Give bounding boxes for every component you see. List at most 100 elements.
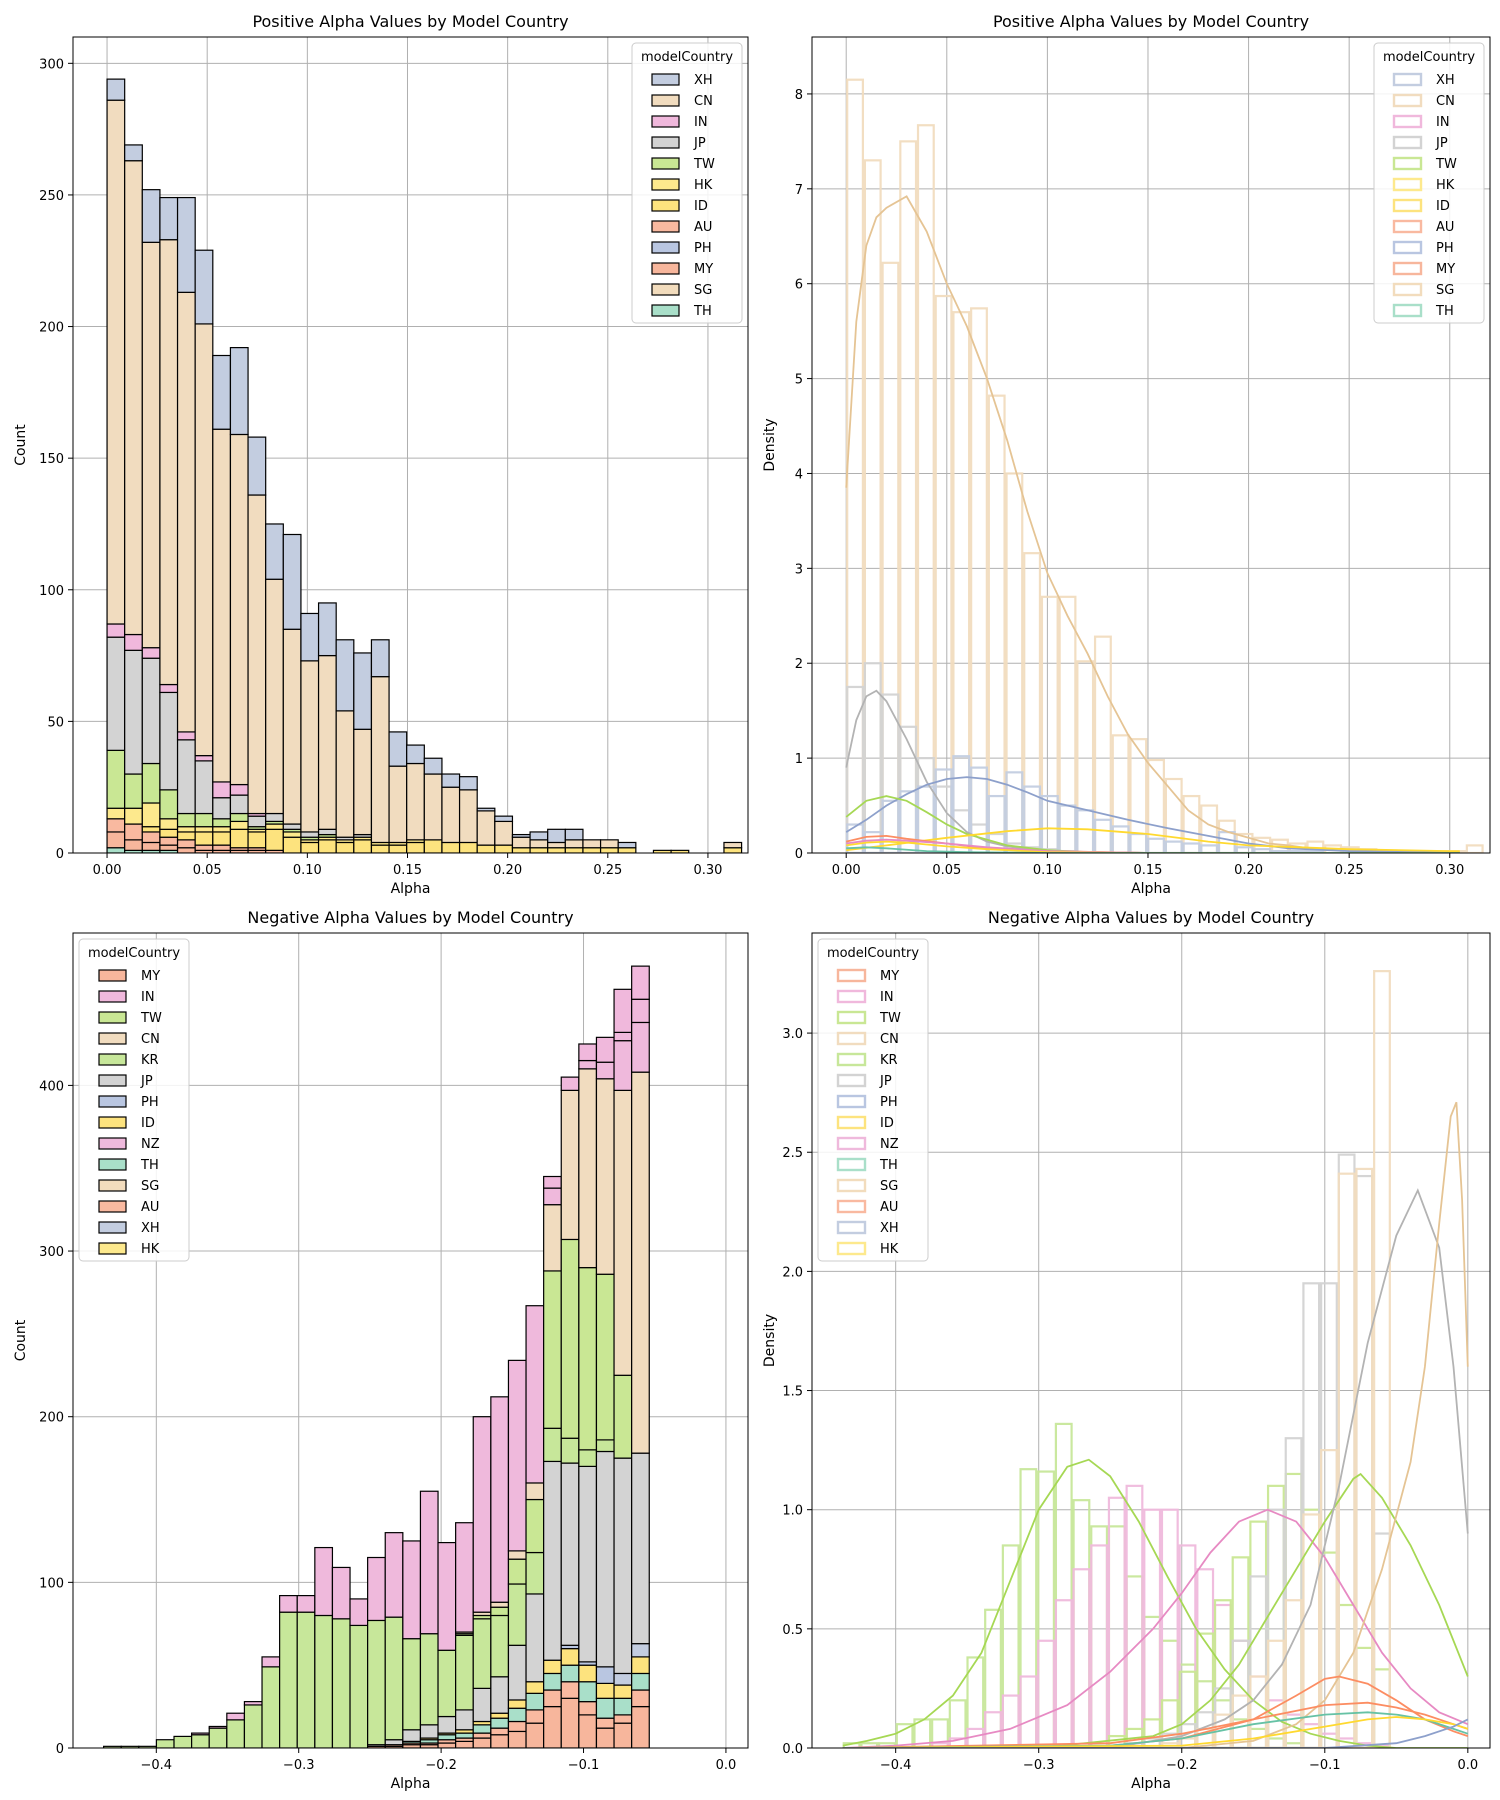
bar-segment-th: [578, 1681, 598, 1703]
legend-swatch-tw: [1392, 156, 1423, 171]
bar-segment-cn: [406, 762, 425, 841]
legend-label-th: TH: [140, 1158, 159, 1173]
bar-segment-in: [141, 647, 161, 659]
density-bar-nz: [1090, 1544, 1109, 1748]
y-tick-label: 3: [795, 562, 803, 577]
chart-title: Positive Alpha Values by Model Country: [252, 12, 568, 31]
bar-segment-nz: [543, 1187, 562, 1206]
legend-label-jp: JP: [693, 136, 706, 151]
legend-label-cn: CN: [880, 1032, 899, 1047]
legend-swatch-hk: [1392, 177, 1423, 192]
bar-segment-th: [613, 1697, 633, 1716]
bar-segment-id: [599, 847, 619, 853]
x-tick-label: 0.30: [1435, 863, 1464, 878]
plot-area: [103, 965, 650, 1748]
bar-segment-cn: [353, 728, 373, 836]
density-bar-cn: [1076, 660, 1095, 853]
bar-segment-nz: [314, 1546, 334, 1617]
density-bar-xh: [970, 766, 988, 853]
bar-segment-in: [124, 633, 143, 651]
bar-segment-my: [472, 1737, 492, 1748]
bar-segment-nz: [208, 1725, 228, 1729]
bar-segment-id: [247, 831, 267, 849]
density-bar-nz: [1019, 1675, 1038, 1748]
y-tick-label: 100: [39, 584, 64, 599]
x-axis-label: Alpha: [1131, 881, 1171, 897]
y-tick-label: 200: [39, 321, 64, 336]
bar-segment-hk: [212, 826, 232, 833]
bar-segment-in: [194, 755, 214, 762]
x-tick-label: −0.4: [880, 1758, 912, 1773]
chart-panel-2: 0.00 0.05 0.10 0.15 0.20 0.25 0.30 0 1 2 3 4 5 6 7 8 Pos…: [762, 12, 1491, 897]
bar-segment-id: [543, 1659, 562, 1675]
bar-segment-nz: [349, 1598, 369, 1627]
bar-segment-tw: [229, 812, 249, 823]
bar-segment-id: [617, 847, 637, 853]
bar-segment-nz: [437, 1541, 457, 1651]
bar-segment-tw: [560, 1238, 580, 1439]
bar-segment-cn: [370, 676, 390, 844]
legend-label-cn: CN: [1436, 94, 1455, 109]
axes-frame: [72, 932, 749, 1749]
bar-segment-tw: [124, 773, 143, 809]
kde-line-kr: [842, 1458, 1468, 1748]
legend-swatch-in: [836, 989, 867, 1004]
bar-segment-th: [525, 1692, 545, 1711]
bar-segment-my: [437, 1742, 457, 1748]
density-bar-tw: [1284, 1472, 1303, 1748]
bar-segment-xh: [247, 436, 267, 496]
bar-segment-ph: [595, 1666, 615, 1684]
bar-segment-my: [560, 1697, 580, 1748]
bar-segment-kr: [296, 1611, 316, 1748]
density-bar-cn: [1302, 1513, 1321, 1748]
density-bar-kr: [948, 1699, 967, 1748]
density-bar-xh: [1271, 850, 1289, 853]
density-bar-cn: [1058, 595, 1077, 853]
bar-segment-id: [458, 841, 478, 853]
kde-line-jp: [842, 1188, 1469, 1748]
bar-segment-cn: [300, 660, 320, 833]
y-axis-label: Count: [13, 424, 29, 466]
bar-segment-nz: [226, 1712, 246, 1721]
bar-segment-my: [455, 1740, 474, 1748]
legend-label-xh: XH: [880, 1221, 899, 1236]
bar-segment-th: [543, 1672, 562, 1691]
legend-label-hk: HK: [694, 178, 713, 193]
legend-swatch-sg: [1392, 282, 1423, 297]
density-bar-nz: [1319, 1732, 1338, 1748]
bar-segment-cn: [476, 810, 496, 846]
axes-frame: [72, 36, 749, 854]
legend-swatch-ph: [651, 241, 680, 254]
density-bar-nz: [1054, 1599, 1073, 1748]
bar-segment-cn: [564, 839, 584, 849]
kde-line-th: [846, 846, 1460, 853]
bar-segment-jp: [595, 1450, 615, 1668]
bar-segment-in: [631, 965, 650, 1000]
legend-label-in: IN: [694, 115, 708, 130]
bar-segment-au: [595, 1717, 615, 1729]
legend: modelCountry MY IN TW CN KR JP PH ID NZ TH SG AU XH HK: [817, 938, 929, 1262]
legend-label-au: AU: [1436, 220, 1454, 235]
legend-swatch-id: [98, 1116, 127, 1129]
legend-swatch-id: [1392, 198, 1423, 213]
density-bar-xh: [1023, 785, 1042, 853]
bar-segment-id: [547, 847, 566, 853]
legend-box: [631, 42, 743, 324]
bar-segment-xh: [265, 523, 284, 580]
legend-swatch-tw: [836, 1010, 867, 1025]
bar-segment-th: [631, 1672, 650, 1691]
bar-segment-au: [613, 1714, 633, 1724]
bar-segment-kr: [595, 1439, 615, 1453]
y-tick-label: 3.0: [782, 1027, 803, 1042]
legend-title: modelCountry: [827, 946, 919, 961]
bar-segment-id: [353, 839, 373, 853]
density-bar-jp: [916, 757, 935, 853]
bar-segment-my: [106, 831, 126, 849]
x-tick-label: 0.15: [1134, 863, 1163, 878]
bar-segment-id: [335, 841, 355, 853]
bar-segment-tw: [507, 1558, 527, 1585]
density-bar-nz: [984, 1711, 1002, 1748]
y-tick-label: 1.0: [782, 1504, 803, 1519]
y-tick-label: 300: [39, 57, 64, 72]
bar-segment-tw: [159, 789, 179, 820]
